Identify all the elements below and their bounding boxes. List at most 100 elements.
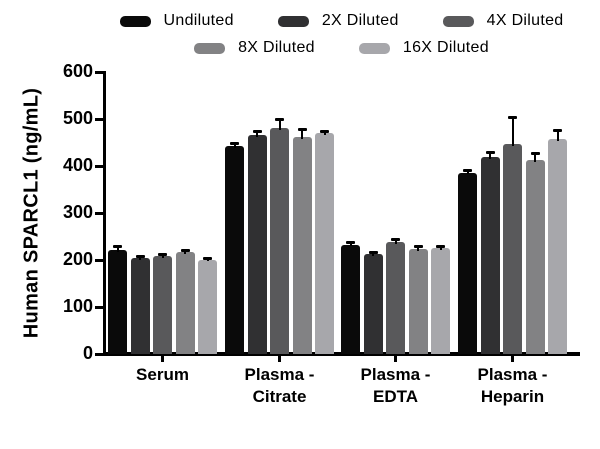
error-bar-cap — [508, 116, 517, 120]
error-bar-cap — [413, 245, 423, 249]
bar-serum-4x-diluted — [153, 255, 172, 354]
error-bar-line — [534, 153, 536, 163]
error-bar-line — [301, 128, 303, 139]
error-bar-line — [323, 130, 326, 136]
error-bar-line — [511, 117, 514, 146]
bar-plasma-citrate-16x-diluted — [315, 133, 334, 354]
bar-plasma-edta-2x-diluted — [363, 253, 383, 354]
x-axis — [103, 352, 580, 356]
error-bar-cap — [485, 151, 495, 155]
error-bar-cap — [230, 142, 239, 146]
y-tick-label: 300 — [62, 202, 93, 222]
y-tick-mark — [95, 305, 103, 309]
y-tick-label: 200 — [62, 249, 93, 269]
error-bar-cap — [436, 244, 445, 248]
y-tick-mark — [95, 70, 103, 74]
bar-plasma-citrate-4x-diluted — [270, 128, 289, 354]
x-category-label-line: Serum — [136, 365, 189, 384]
bar-serum-16x-diluted — [198, 259, 217, 354]
y-tick-mark — [95, 352, 103, 356]
legend-label: 16X Diluted — [402, 39, 489, 56]
legend-swatch-icon — [358, 42, 390, 54]
bar-serum-undiluted — [108, 249, 127, 354]
x-category-label-serum: Serum — [103, 364, 223, 386]
bar-plasma-edta-8x-diluted — [408, 248, 428, 354]
error-bar-line — [466, 170, 469, 175]
y-tick-mark — [95, 164, 103, 168]
error-bar-cap — [368, 251, 378, 254]
bar-plasma-heparin-16x-diluted — [548, 138, 567, 354]
x-category-label-line: Plasma - — [360, 365, 431, 384]
y-tick-mark — [95, 117, 103, 121]
legend-item-4x-diluted: 4X Diluted — [442, 12, 564, 30]
y-tick-label: 100 — [62, 296, 93, 316]
error-bar-line — [394, 238, 397, 245]
y-tick-mark — [95, 258, 103, 262]
bar-serum-2x-diluted — [130, 258, 150, 354]
bar-serum-8x-diluted — [175, 252, 195, 354]
legend-label: 4X Diluted — [486, 12, 564, 29]
legend-swatch-icon — [442, 15, 474, 27]
bar-plasma-citrate-undiluted — [225, 146, 244, 354]
x-category-label-plasma-edta: Plasma - EDTA — [336, 364, 456, 408]
error-bar-cap — [391, 237, 400, 241]
error-bar-cap — [320, 129, 329, 133]
error-bar-cap — [113, 244, 122, 248]
error-bar-line — [184, 249, 186, 254]
error-bar-line — [278, 118, 281, 131]
bar-plasma-citrate-2x-diluted — [247, 135, 267, 354]
x-category-label-line: Plasma - — [477, 365, 548, 384]
bar-plasma-edta-16x-diluted — [431, 248, 450, 355]
error-bar-line — [116, 245, 119, 252]
legend-swatch-icon — [277, 15, 309, 27]
x-tick-mark — [394, 356, 397, 362]
bar-plasma-edta-4x-diluted — [386, 242, 405, 354]
x-category-label-line: Citrate — [252, 387, 307, 406]
legend-label: 2X Diluted — [321, 12, 399, 29]
error-bar-cap — [275, 117, 284, 121]
error-bar-line — [439, 245, 442, 251]
y-tick-label: 400 — [62, 155, 93, 175]
y-tick-mark — [95, 211, 103, 215]
legend-row: 8X Diluted 16X Diluted — [194, 39, 489, 57]
error-bar-line — [256, 130, 258, 137]
legend-swatch-icon — [194, 42, 226, 54]
x-tick-mark — [511, 356, 514, 362]
error-bar-line — [417, 246, 419, 251]
error-bar-cap — [346, 241, 355, 245]
x-category-label-plasma-heparin: Plasma - Heparin — [453, 364, 573, 408]
legend-item-8x-diluted: 8X Diluted — [194, 39, 315, 57]
error-bar-line — [349, 242, 352, 247]
error-bar-cap — [553, 129, 562, 133]
x-tick-mark — [161, 356, 164, 362]
legend-row: Undiluted 2X Diluted 4X Diluted — [119, 12, 564, 30]
legend: Undiluted 2X Diluted 4X Diluted 8X Diluted 1… — [103, 12, 580, 57]
bar-plasma-citrate-8x-diluted — [292, 136, 312, 354]
x-category-label-line: Plasma - — [244, 365, 315, 384]
y-tick-label: 0 — [82, 343, 93, 363]
y-axis — [103, 71, 106, 355]
bar-plasma-heparin-2x-diluted — [480, 157, 500, 354]
bar-plasma-heparin-undiluted — [458, 172, 477, 354]
legend-label: Undiluted — [163, 12, 234, 29]
bar-plasma-heparin-4x-diluted — [503, 143, 522, 354]
x-category-label-plasma-citrate: Plasma - Citrate — [220, 364, 340, 408]
error-bar-cap — [158, 252, 167, 256]
x-tick-mark — [278, 356, 281, 362]
y-tick-label: 600 — [62, 61, 93, 81]
legend-item-undiluted: Undiluted — [119, 12, 234, 30]
bar-plasma-heparin-8x-diluted — [525, 160, 545, 354]
legend-item-16x-diluted: 16X Diluted — [358, 39, 489, 57]
x-category-label-line: EDTA — [372, 387, 418, 406]
legend-item-2x-diluted: 2X Diluted — [277, 12, 399, 30]
error-bar-line — [556, 130, 559, 141]
error-bar-cap — [463, 169, 472, 173]
error-bar-cap — [297, 127, 307, 131]
x-category-label-line: Heparin — [480, 387, 545, 406]
legend-swatch-icon — [119, 15, 151, 27]
error-bar-cap — [530, 152, 540, 156]
error-bar-line — [139, 256, 141, 261]
error-bar-cap — [180, 248, 190, 252]
error-bar-cap — [135, 255, 145, 259]
